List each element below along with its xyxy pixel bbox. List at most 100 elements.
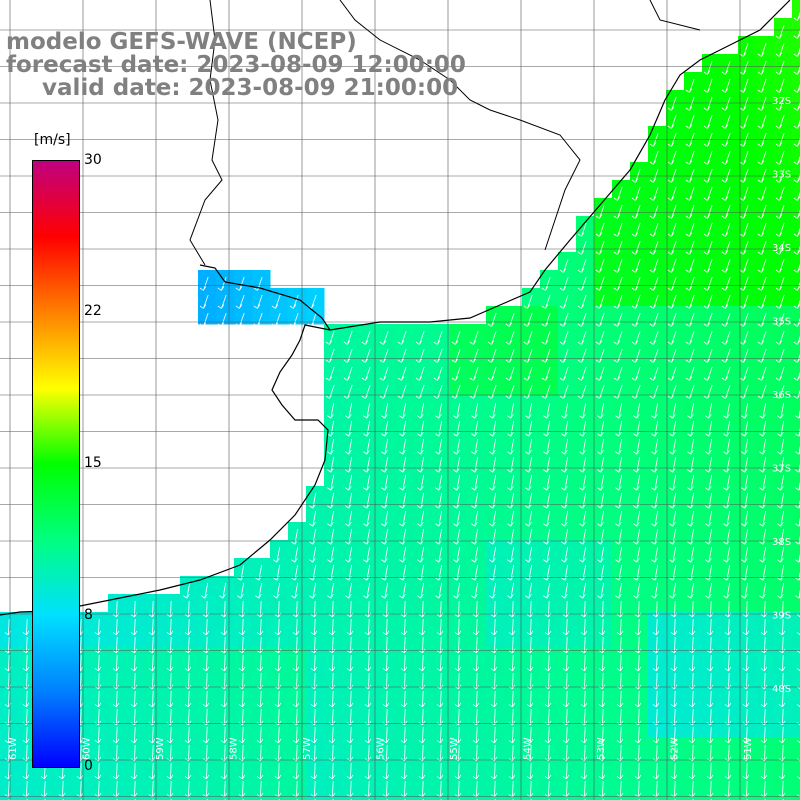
wind-arrow <box>633 492 641 509</box>
wind-arrow <box>721 276 731 291</box>
wind-arrow <box>742 690 750 708</box>
wind-arrow <box>22 690 30 708</box>
speed-cell <box>792 504 800 523</box>
wind-arrow <box>345 474 353 491</box>
wind-arrow <box>775 276 785 291</box>
wind-arrow <box>775 24 785 39</box>
wind-arrow <box>22 726 30 744</box>
wind-arrow <box>631 204 641 219</box>
wind-arrow <box>634 618 642 636</box>
wind-arrow <box>685 366 695 381</box>
wind-arrow <box>525 510 533 527</box>
wind-arrow <box>615 510 623 527</box>
wind-arrow <box>706 690 714 708</box>
speed-cell <box>792 558 800 577</box>
wind-arrow <box>217 276 227 291</box>
wind-arrow <box>778 654 786 672</box>
wind-arrow <box>723 582 731 599</box>
wind-arrow <box>633 456 641 473</box>
wind-arrow <box>399 420 407 437</box>
wind-arrow <box>795 463 800 473</box>
wind-arrow <box>775 240 785 255</box>
wind-arrow <box>667 204 677 219</box>
wind-arrow <box>688 690 696 708</box>
wind-arrow <box>363 492 371 509</box>
wind-arrow <box>220 618 228 636</box>
wind-arrow <box>757 114 767 129</box>
wind-arrow <box>417 474 425 491</box>
colorbar-tick: 0 <box>84 758 93 774</box>
wind-arrow <box>469 330 479 345</box>
wind-arrow <box>94 726 102 744</box>
wind-arrow <box>651 456 659 473</box>
speed-cell <box>792 126 800 145</box>
wind-arrow <box>631 258 641 273</box>
wind-arrow <box>235 276 245 291</box>
wind-arrow <box>724 762 732 780</box>
wind-arrow <box>741 456 749 473</box>
wind-arrow <box>687 492 695 509</box>
wind-arrow <box>453 582 461 599</box>
wind-arrow <box>723 438 731 455</box>
wind-arrow <box>687 474 695 491</box>
wind-arrow <box>705 402 713 419</box>
wind-arrow <box>525 474 533 491</box>
wind-arrow <box>615 420 623 437</box>
wind-arrow <box>346 618 354 636</box>
wind-arrow <box>633 402 641 419</box>
wind-arrow <box>382 726 390 744</box>
wind-arrow <box>580 726 588 744</box>
wind-arrow <box>183 582 191 599</box>
wind-arrow <box>166 618 174 636</box>
wind-arrow <box>327 546 335 563</box>
wind-arrow <box>757 78 767 93</box>
wind-arrow <box>778 690 786 708</box>
wind-arrow <box>651 474 659 491</box>
speed-cell <box>792 54 800 73</box>
wind-arrow <box>507 474 515 491</box>
wind-arrow <box>381 438 389 455</box>
wind-arrow <box>795 517 800 527</box>
wind-arrow <box>739 330 749 345</box>
wind-arrow <box>148 762 156 780</box>
wind-arrow <box>685 312 695 327</box>
wind-arrow <box>561 420 569 437</box>
wind-arrow <box>508 690 516 708</box>
wind-arrow <box>559 312 569 327</box>
wind-arrow <box>525 438 533 455</box>
wind-arrow <box>649 240 659 255</box>
wind-arrow <box>777 420 785 437</box>
wind-arrow <box>274 762 282 780</box>
wind-arrow <box>616 726 624 744</box>
colorbar-tick: 30 <box>84 152 102 168</box>
wind-arrow <box>363 456 371 473</box>
wind-arrow <box>741 420 749 437</box>
wind-arrow <box>580 762 588 780</box>
wind-arrow <box>597 492 605 509</box>
speed-cell <box>792 144 800 163</box>
wind-arrow <box>777 474 785 491</box>
speed-cell <box>792 180 800 199</box>
wind-arrow <box>667 330 677 345</box>
wind-arrow <box>22 654 30 672</box>
wind-arrow <box>523 348 533 363</box>
colorbar <box>32 160 80 768</box>
wind-arrow <box>703 96 713 111</box>
wind-arrow <box>633 474 641 491</box>
wind-arrow <box>166 762 174 780</box>
wind-arrow <box>289 294 299 309</box>
wind-arrow <box>775 96 785 111</box>
wind-arrow <box>706 762 714 780</box>
wind-arrow <box>435 510 443 527</box>
wind-arrow <box>687 546 695 563</box>
wind-arrow <box>379 330 389 345</box>
wind-arrow <box>760 690 768 708</box>
wind-arrow <box>435 456 443 473</box>
wind-arrow <box>217 294 227 309</box>
wind-arrow <box>343 348 353 363</box>
wind-arrow <box>469 348 479 363</box>
wind-arrow <box>795 589 800 599</box>
wind-arrow <box>562 654 570 672</box>
wind-arrow <box>541 366 551 381</box>
wind-arrow <box>562 726 570 744</box>
